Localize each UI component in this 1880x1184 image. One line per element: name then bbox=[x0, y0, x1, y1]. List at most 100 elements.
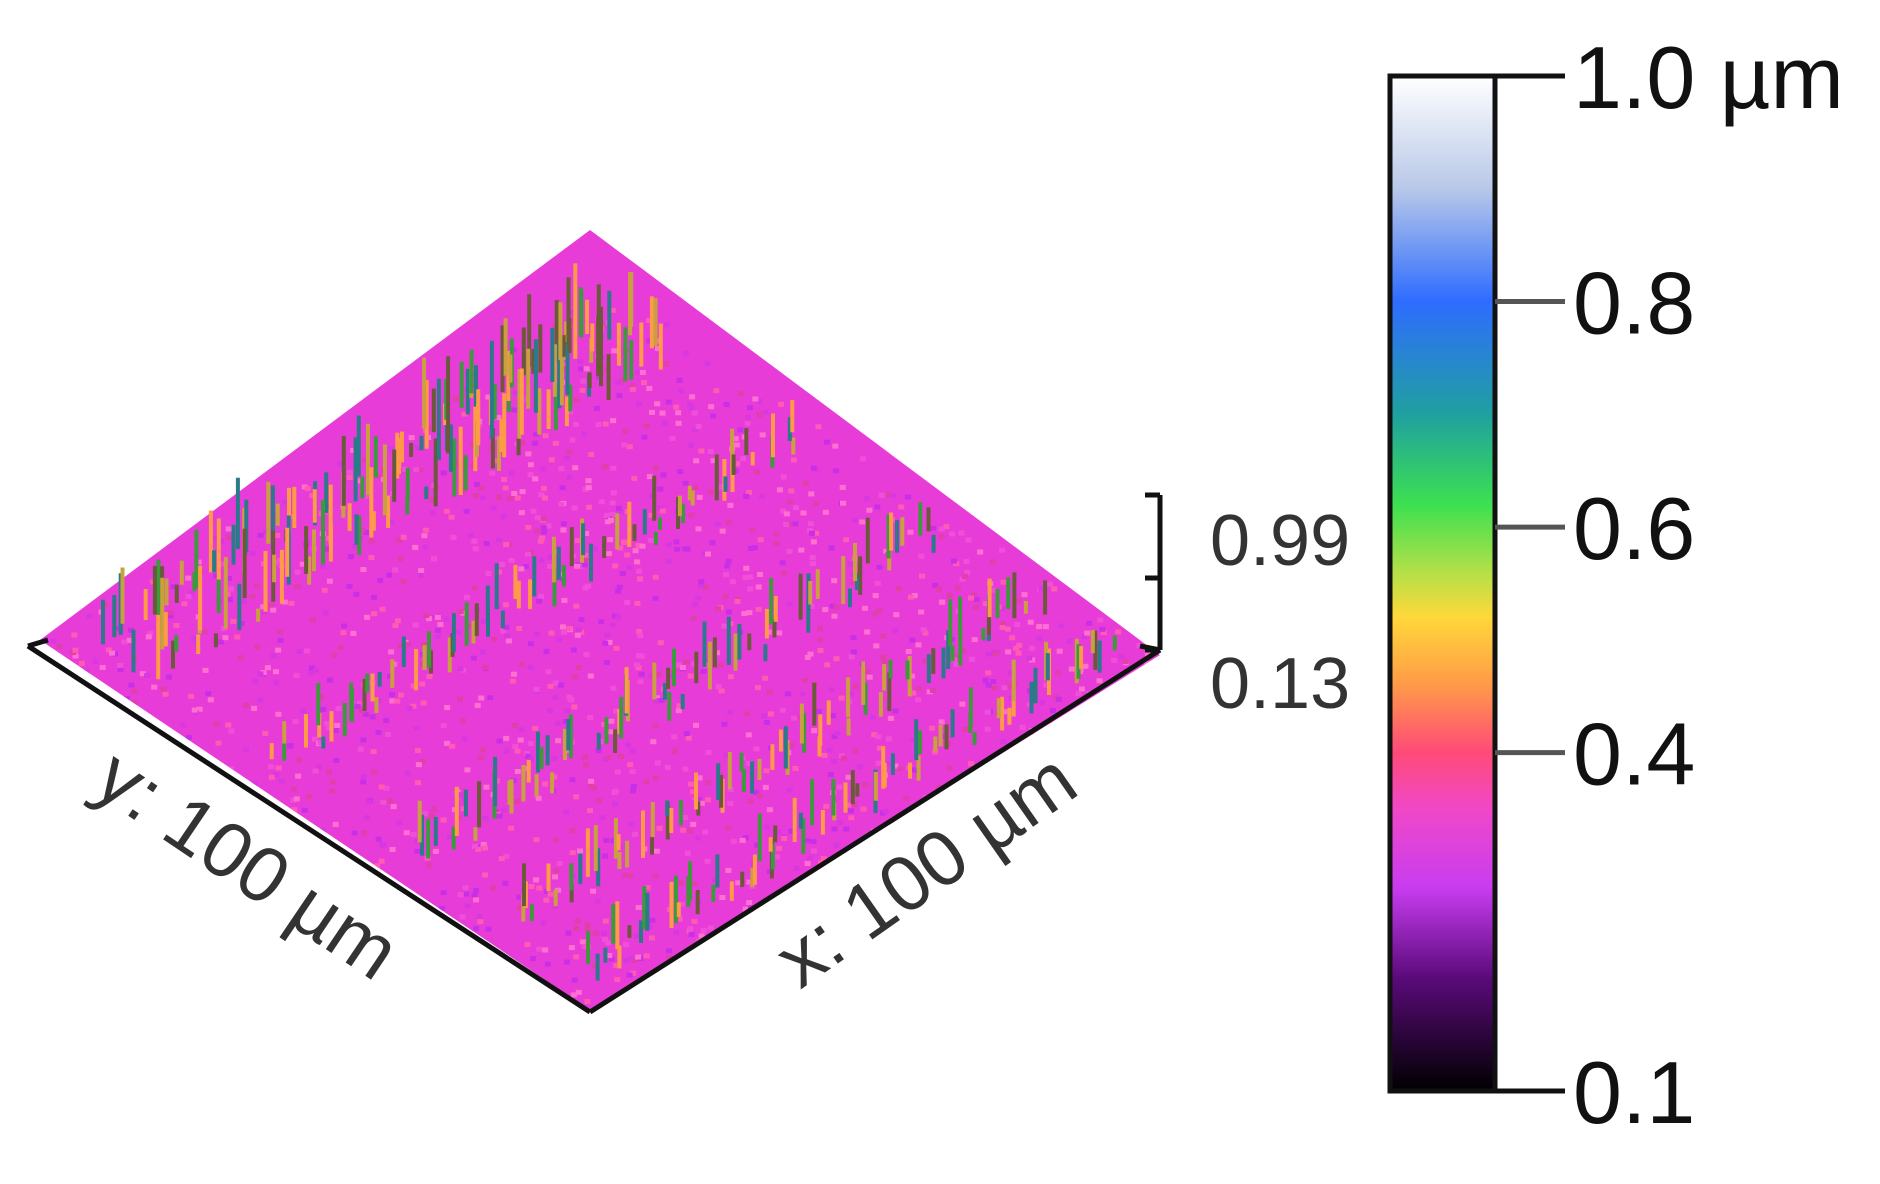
surface-speckle bbox=[463, 508, 470, 514]
surface-speckle bbox=[604, 632, 611, 638]
surface-speckle bbox=[331, 652, 338, 658]
surface-speckle bbox=[527, 462, 534, 468]
surface-speckle bbox=[625, 742, 632, 748]
surface-speckle bbox=[360, 773, 367, 779]
surface-speckle bbox=[532, 440, 539, 446]
surface-speckle bbox=[1144, 651, 1151, 657]
surface-speckle bbox=[326, 725, 332, 731]
surface-speckle bbox=[584, 922, 591, 928]
surface-speckle bbox=[836, 784, 843, 790]
surface-speckle bbox=[551, 774, 558, 780]
surface-speckle bbox=[721, 721, 728, 727]
surface-speckle bbox=[72, 647, 79, 653]
surface-speckle bbox=[540, 525, 547, 531]
surface-speckle bbox=[883, 548, 890, 554]
surface-speckle bbox=[587, 673, 594, 679]
surface-speckle bbox=[316, 764, 323, 770]
surface-speckle bbox=[636, 629, 643, 634]
surface-speckle bbox=[885, 492, 892, 498]
surface-speckle bbox=[610, 685, 617, 691]
surface-speckle bbox=[612, 563, 619, 569]
surface-speckle bbox=[609, 500, 616, 506]
surface-speckle bbox=[1039, 700, 1045, 705]
surface-speckle bbox=[1051, 586, 1058, 592]
surface-speckle bbox=[741, 611, 748, 617]
surface-speckle bbox=[808, 604, 815, 609]
surface-speckle bbox=[609, 307, 616, 313]
surface-speckle bbox=[483, 541, 490, 546]
surface-speckle bbox=[845, 802, 852, 808]
surface-speckle bbox=[547, 891, 554, 897]
surface-speckle bbox=[225, 722, 232, 728]
surface-speckle bbox=[414, 838, 421, 844]
surface-speckle bbox=[810, 539, 817, 545]
surface-speckle bbox=[712, 877, 719, 883]
surface-speckle bbox=[528, 641, 534, 647]
surface-speckle bbox=[501, 807, 508, 813]
surface-speckle bbox=[541, 529, 548, 535]
surface-speckle bbox=[738, 391, 744, 396]
surface-speckle bbox=[747, 405, 753, 411]
surface-speckle bbox=[542, 781, 549, 787]
surface-speckle bbox=[626, 564, 633, 570]
surface-speckle bbox=[337, 645, 344, 650]
surface-speckle bbox=[744, 421, 751, 427]
surface-speckle bbox=[802, 480, 809, 486]
surface-speckle bbox=[329, 779, 336, 785]
surface-speckle bbox=[602, 756, 609, 762]
surface-speckle bbox=[371, 611, 378, 617]
surface-speckle bbox=[291, 807, 298, 813]
surface-speckle bbox=[877, 745, 883, 751]
surface-speckle bbox=[332, 728, 339, 733]
surface-speckle bbox=[600, 931, 607, 937]
surface-speckle bbox=[467, 532, 474, 538]
surface-speckle bbox=[185, 735, 192, 740]
surface-speckle bbox=[421, 811, 428, 817]
surface-speckle bbox=[746, 490, 752, 495]
surface-speckle bbox=[806, 855, 813, 861]
surface-speckle bbox=[512, 723, 519, 729]
surface-speckle bbox=[653, 698, 660, 704]
surface-speckle bbox=[459, 914, 466, 920]
surface-speckle bbox=[71, 632, 78, 638]
surface-speckle bbox=[766, 807, 773, 813]
surface-speckle bbox=[792, 766, 799, 771]
surface-speckle bbox=[878, 492, 885, 498]
surface-speckle bbox=[690, 821, 697, 827]
surface-speckle bbox=[542, 947, 549, 953]
surface-speckle bbox=[970, 592, 977, 598]
surface-speckle bbox=[885, 736, 892, 742]
surface-speckle bbox=[378, 858, 385, 864]
surface-speckle bbox=[457, 696, 463, 702]
surface-speckle bbox=[609, 512, 616, 518]
surface-speckle bbox=[573, 794, 580, 800]
surface-speckle bbox=[420, 700, 427, 706]
surface-speckle bbox=[763, 768, 770, 774]
surface-speckle bbox=[463, 891, 470, 897]
surface-speckle bbox=[709, 540, 716, 546]
surface-speckle bbox=[892, 763, 899, 769]
surface-speckle bbox=[292, 718, 299, 724]
surface-speckle bbox=[218, 538, 225, 544]
colorbar-bottom-label: 0.1 bbox=[1573, 1043, 1695, 1142]
surface-speckle bbox=[753, 790, 760, 795]
surface-speckle bbox=[173, 623, 180, 628]
surface-speckle bbox=[804, 654, 811, 660]
surface-speckle bbox=[249, 593, 256, 599]
surface-speckle bbox=[866, 674, 873, 680]
surface-speckle bbox=[480, 842, 487, 847]
surface-speckle bbox=[365, 799, 372, 805]
surface-speckle bbox=[188, 590, 195, 596]
surface-speckle bbox=[571, 505, 578, 511]
surface-speckle bbox=[592, 963, 598, 969]
surface-speckle bbox=[517, 905, 524, 911]
surface-speckle bbox=[482, 872, 488, 878]
surface-speckle bbox=[319, 563, 326, 569]
surface-speckle bbox=[422, 527, 429, 533]
surface-speckle bbox=[105, 647, 112, 653]
surface-speckle bbox=[419, 758, 426, 764]
surface-speckle bbox=[629, 748, 636, 754]
surface-speckle bbox=[653, 848, 660, 854]
surface-speckle bbox=[213, 573, 220, 579]
surface-speckle bbox=[781, 836, 788, 841]
